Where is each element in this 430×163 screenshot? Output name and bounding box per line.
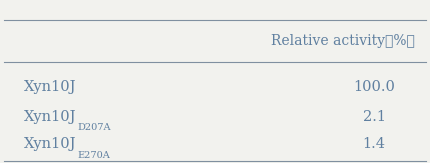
Text: 1.4: 1.4 [362,137,386,151]
Text: D207A: D207A [77,123,111,132]
Text: Xyn10J: Xyn10J [24,80,76,94]
Text: E270A: E270A [77,151,110,160]
Text: 100.0: 100.0 [353,80,395,94]
Text: 2.1: 2.1 [362,110,386,124]
Text: Relative activity（%）: Relative activity（%） [271,34,415,48]
Text: Xyn10J: Xyn10J [24,137,76,151]
Text: Xyn10J: Xyn10J [24,110,76,124]
